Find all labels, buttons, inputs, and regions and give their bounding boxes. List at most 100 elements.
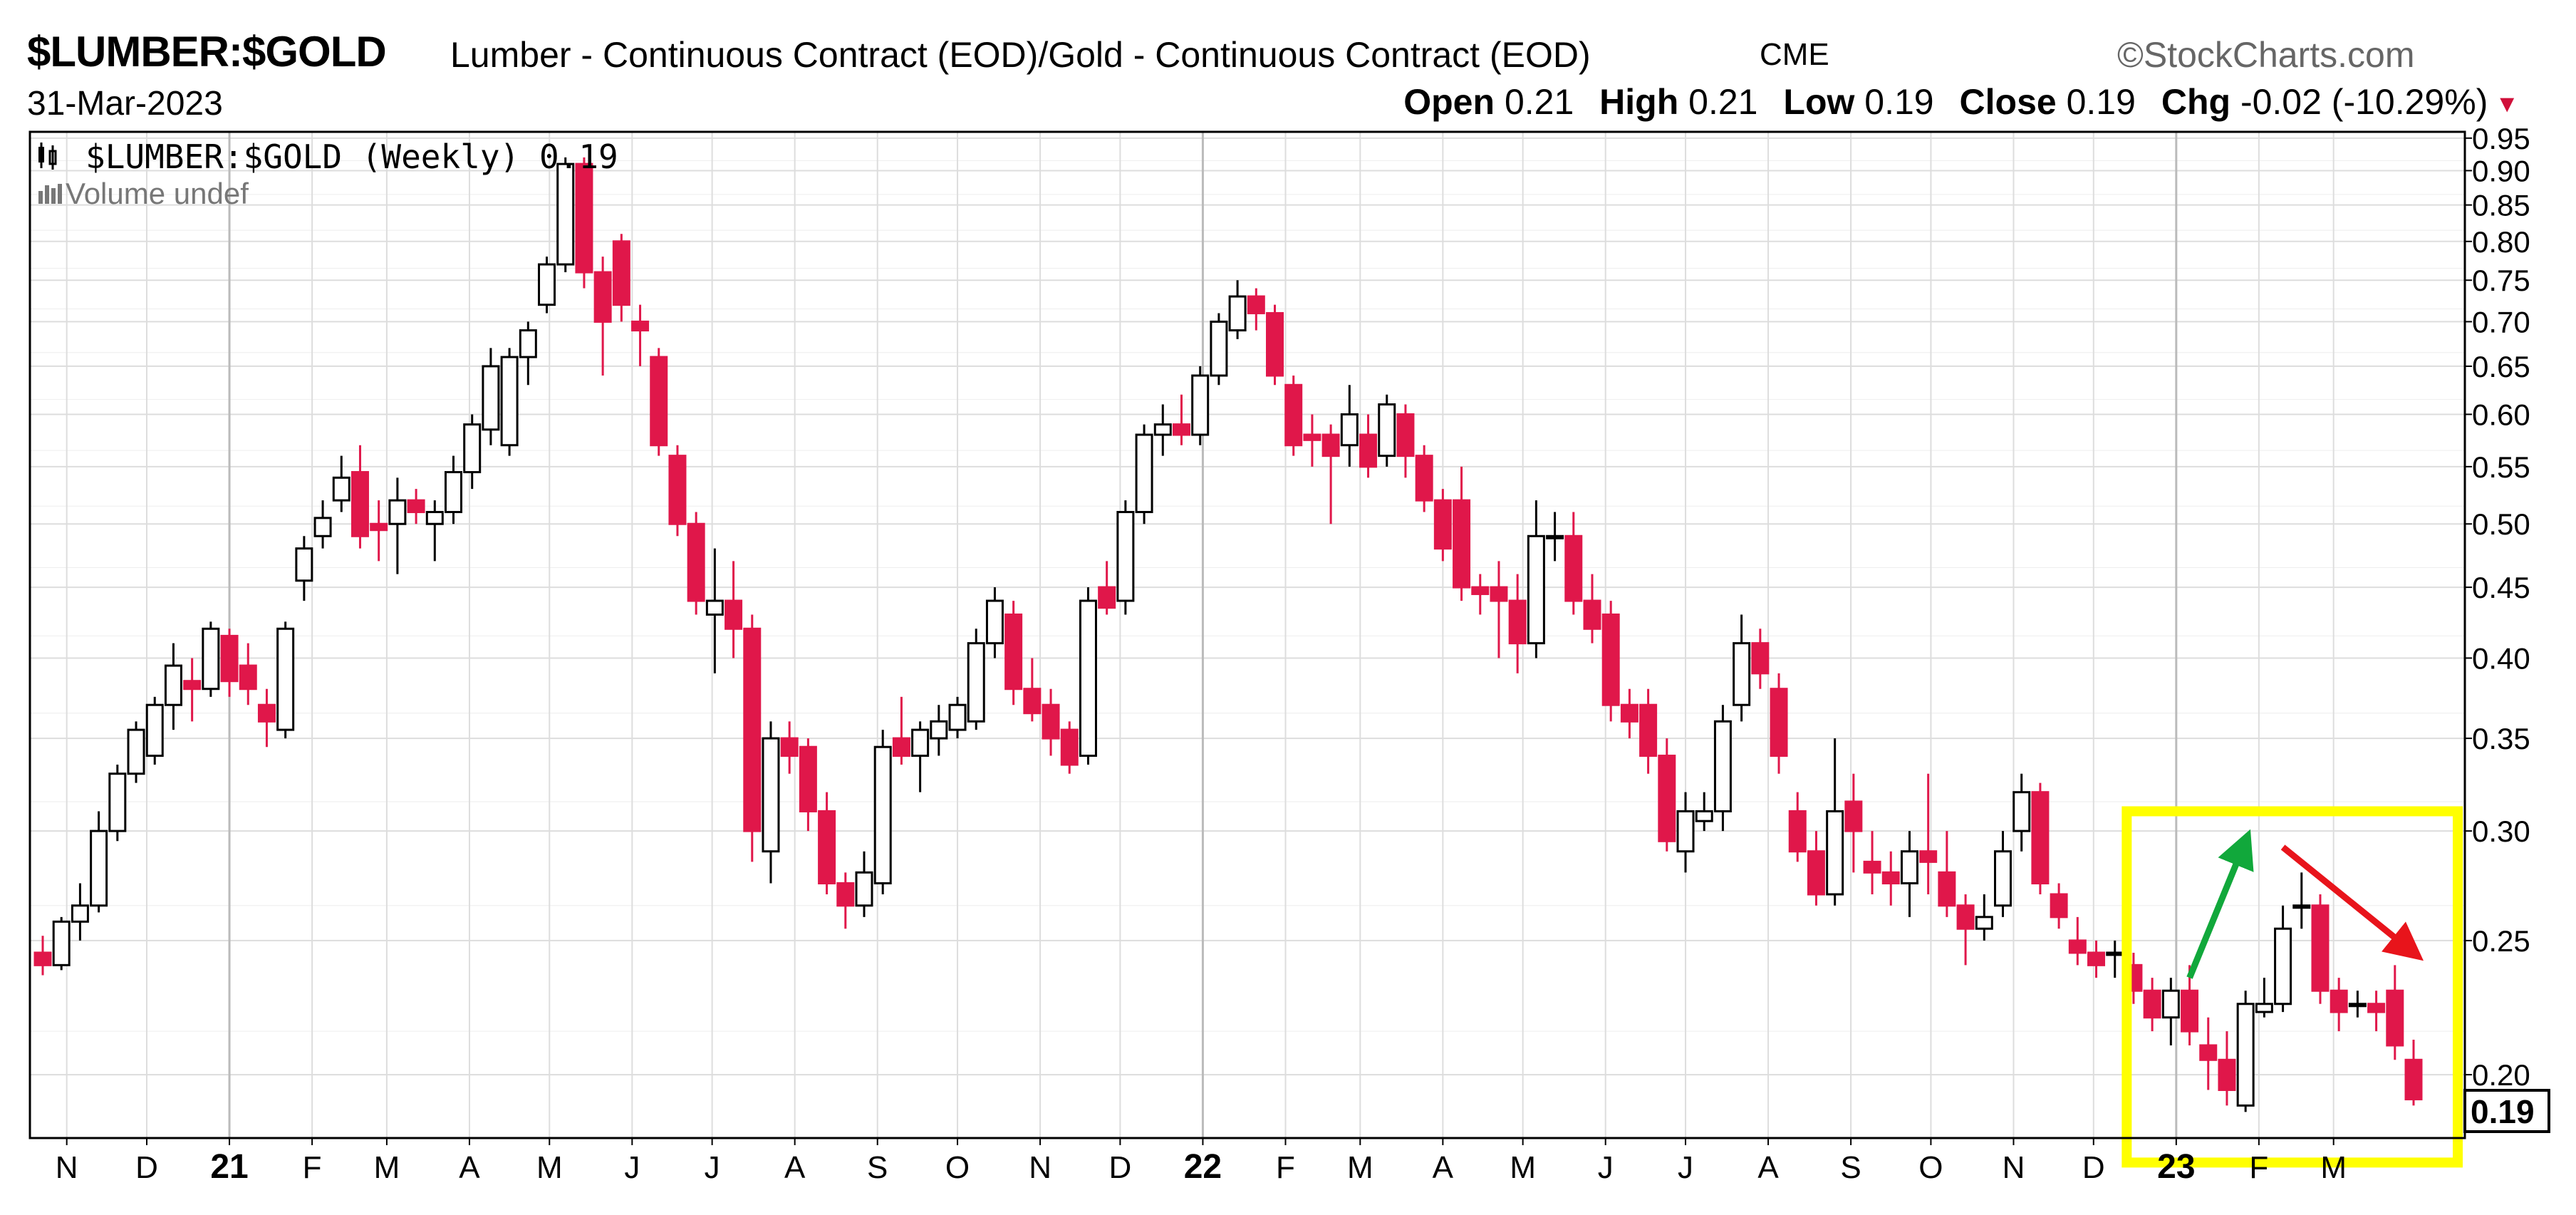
- candle-body: [1396, 413, 1415, 457]
- candle-down: [1098, 561, 1116, 615]
- candle-down: [1303, 414, 1321, 467]
- candle-body: [519, 329, 537, 358]
- candle-body: [1919, 850, 1938, 863]
- y-tick-label: 0.85: [2472, 189, 2530, 222]
- candle-down: [1471, 574, 1490, 615]
- candle-up: [1527, 500, 1545, 658]
- candle-body: [593, 271, 612, 323]
- x-tick-label: A: [784, 1150, 806, 1185]
- x-tick-label: A: [459, 1150, 480, 1185]
- candlestick-icon: [38, 143, 57, 170]
- x-tick-label: M: [536, 1150, 563, 1185]
- candle-up: [1191, 366, 1210, 445]
- candle-up: [873, 730, 892, 894]
- candle-up: [425, 500, 444, 562]
- candle-body: [2181, 989, 2199, 1033]
- x-tick-label: D: [1108, 1150, 1131, 1185]
- candle-body: [2012, 791, 2031, 832]
- candle-body: [1844, 800, 1863, 832]
- candle-body: [2386, 989, 2404, 1047]
- candle-down: [2068, 916, 2087, 966]
- candle-down: [239, 643, 257, 705]
- candle-down: [1490, 561, 1508, 658]
- candle-up: [71, 883, 89, 941]
- candle-body: [2050, 893, 2068, 919]
- candle-down: [1583, 574, 1601, 643]
- candle-body: [1079, 599, 1097, 758]
- candle-body: [2087, 951, 2106, 966]
- candle-down: [1284, 376, 1303, 456]
- candle-body: [892, 737, 910, 758]
- candle-up: [1135, 424, 1153, 524]
- candle-up: [519, 321, 537, 386]
- low-value: 0.19: [1864, 82, 1934, 122]
- candle-down: [1639, 688, 1658, 774]
- candle-body: [1975, 916, 1993, 930]
- candle-down: [1751, 629, 1770, 689]
- candle-body: [538, 263, 556, 306]
- candle-body: [818, 810, 836, 885]
- candle-up: [145, 696, 164, 765]
- close-value: 0.19: [2066, 82, 2136, 122]
- candle-down: [1881, 851, 1900, 906]
- candle-body: [668, 455, 687, 525]
- candle-body: [108, 772, 127, 832]
- candle-body: [1042, 703, 1060, 740]
- candle-body: [1116, 511, 1135, 602]
- candle-down: [1359, 414, 1378, 478]
- candle-body: [762, 737, 780, 853]
- candles: [33, 157, 2423, 1112]
- last-value-label: 0.19: [2463, 1089, 2550, 1133]
- candle-up: [127, 721, 145, 783]
- legend-price-label: $LUMBER:$GOLD (Weekly) 0.19: [85, 138, 618, 176]
- candle-up: [1340, 385, 1359, 467]
- grid-lines: [30, 132, 2465, 1138]
- candle-body: [257, 703, 276, 723]
- x-tick-label: D: [2082, 1150, 2105, 1185]
- candle-down: [2087, 940, 2106, 978]
- close-label: Close: [1959, 82, 2057, 122]
- candle-up: [1546, 512, 1564, 562]
- candle-body: [2274, 927, 2292, 1005]
- candle-body: [1564, 534, 1583, 602]
- candle-down: [1564, 512, 1583, 615]
- candle-body: [1658, 755, 1676, 842]
- x-tick-label: 21: [210, 1148, 248, 1186]
- exchange-label: CME: [1760, 37, 1829, 72]
- candle-down: [2386, 965, 2404, 1060]
- candle-body: [873, 745, 892, 885]
- candle-down: [650, 348, 668, 456]
- candle-body: [650, 356, 668, 447]
- x-tick-label: F: [303, 1150, 322, 1185]
- candle-body: [2218, 1058, 2236, 1091]
- candle-up: [2348, 991, 2367, 1018]
- candle-down: [836, 872, 855, 929]
- candle-body: [2330, 989, 2348, 1013]
- x-tick-label: J: [1598, 1150, 1614, 1185]
- chart-description: Lumber - Continuous Contract (EOD)/Gold …: [450, 35, 1591, 75]
- last-value-text: 0.19: [2471, 1093, 2535, 1130]
- candle-body: [1153, 423, 1172, 436]
- candle-body: [313, 517, 332, 537]
- candle-body: [556, 162, 575, 266]
- y-tick-label: 0.25: [2472, 924, 2530, 958]
- x-tick-label: O: [1918, 1150, 1943, 1185]
- y-tick-label: 0.50: [2472, 507, 2530, 541]
- candle-down: [1247, 288, 1265, 331]
- candle-body: [445, 471, 463, 514]
- candle-body: [1751, 642, 1770, 675]
- candle-down: [1508, 574, 1527, 673]
- candle-body: [2068, 939, 2087, 954]
- x-tick-label: M: [1510, 1150, 1536, 1185]
- candle-down: [593, 257, 612, 376]
- candle-up: [1733, 614, 1751, 722]
- candle-up: [1695, 792, 1713, 832]
- candle-body: [1321, 433, 1340, 457]
- candle-body: [2255, 1003, 2273, 1013]
- candle-body: [836, 882, 855, 907]
- candle-down: [1042, 688, 1060, 756]
- candle-body: [1881, 871, 1900, 885]
- candle-body: [1004, 613, 1023, 691]
- candle-body: [1508, 599, 1527, 645]
- candle-body: [239, 664, 257, 691]
